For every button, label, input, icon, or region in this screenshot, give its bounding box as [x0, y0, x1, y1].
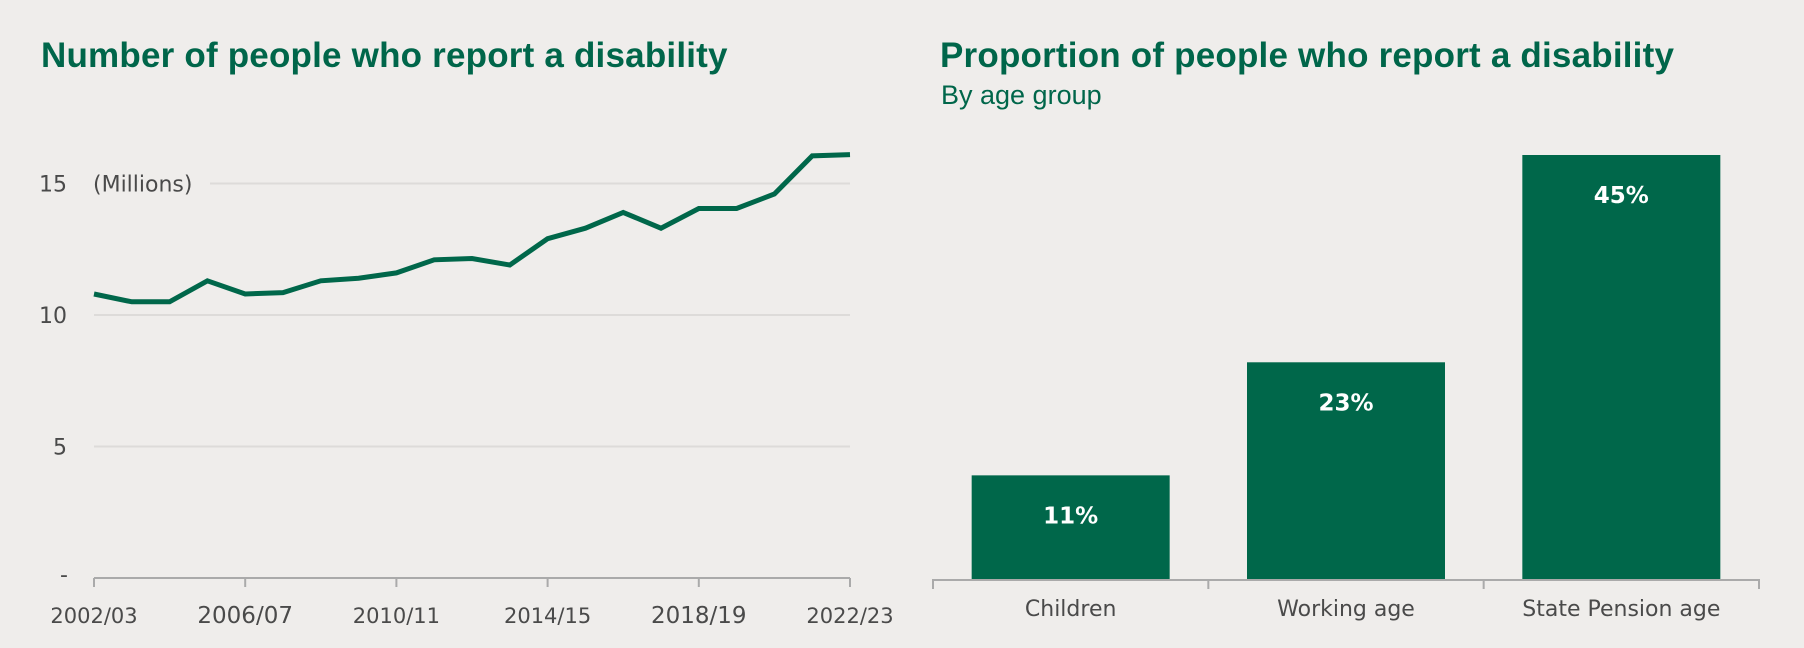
- x-tick-label: 2002/03: [50, 604, 137, 628]
- x-tick-label: 2014/15: [504, 604, 591, 628]
- y-tick-label: 15: [39, 173, 67, 198]
- data-point: [167, 299, 172, 304]
- bar-data-label: 11%: [1043, 503, 1098, 529]
- y-axis-unit-label: (Millions): [93, 173, 192, 198]
- line-chart-y-axis: - 5 10 15: [39, 173, 68, 589]
- data-point: [734, 206, 739, 211]
- bar-data-label: 23%: [1318, 390, 1373, 416]
- data-point: [772, 192, 777, 197]
- data-point: [281, 290, 286, 295]
- bar: [971, 475, 1170, 579]
- bar-chart: 11% 23% 45% Children Working age State Pensi…: [932, 155, 1760, 622]
- bar-chart-subtitle: By age group: [941, 80, 1102, 110]
- line-series-disability-count: [93, 152, 851, 305]
- x-tick-label: 2006/07: [197, 603, 293, 629]
- y-tick-label: -: [60, 563, 68, 588]
- y-tick-label: 10: [39, 304, 67, 329]
- data-point: [129, 299, 134, 304]
- bar-data-label: 45%: [1594, 183, 1649, 209]
- bar-chart-bars: 11% 23% 45%: [971, 155, 1721, 579]
- bar-chart-title: Proportion of people who report a disabi…: [940, 36, 1675, 75]
- data-point: [243, 291, 248, 296]
- data-point: [318, 278, 323, 283]
- data-point: [583, 226, 588, 231]
- y-axis-unit-label-background: [90, 169, 210, 198]
- line-chart-x-axis: 2002/03 2006/07 2010/11 2014/15 2018/19 2022/…: [50, 577, 894, 629]
- data-point: [432, 257, 437, 262]
- category-label: State Pension age: [1522, 597, 1720, 622]
- x-tick-label: 2018/19: [651, 603, 747, 629]
- category-label: Children: [1025, 597, 1117, 622]
- data-point: [696, 206, 701, 211]
- line-chart-title: Number of people who report a disability: [41, 36, 728, 75]
- data-point: [356, 276, 361, 281]
- data-point: [394, 270, 399, 275]
- bar: [1247, 362, 1445, 579]
- data-point: [621, 210, 626, 215]
- data-point: [659, 226, 664, 231]
- data-point: [92, 291, 97, 296]
- category-label: Working age: [1277, 597, 1415, 622]
- x-tick-label: 2022/23: [806, 604, 893, 628]
- data-point: [507, 263, 512, 268]
- data-point: [810, 153, 815, 158]
- data-point: [470, 256, 475, 261]
- line-chart-gridlines: [94, 182, 850, 448]
- data-point: [848, 152, 853, 157]
- y-tick-label: 5: [53, 436, 67, 461]
- data-point: [205, 278, 210, 283]
- data-point: [545, 236, 550, 241]
- bar: [1522, 155, 1721, 579]
- x-tick-label: 2010/11: [353, 604, 440, 628]
- bar-chart-x-axis: Children Working age State Pension age: [932, 579, 1760, 622]
